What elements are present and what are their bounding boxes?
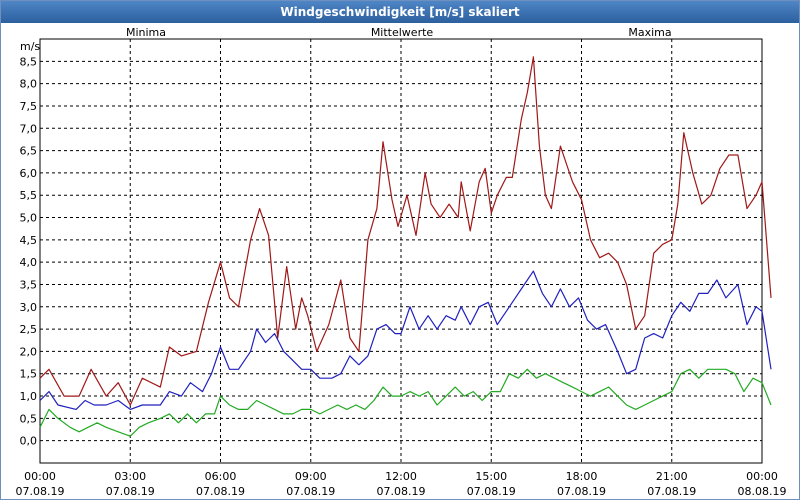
x-tick-date: 07.08.19	[557, 485, 606, 498]
y-tick-label: 6,0	[20, 167, 38, 180]
y-tick-label: 8,0	[20, 78, 38, 91]
x-tick-time: 15:00	[475, 470, 507, 483]
x-tick-time: 00:00	[24, 470, 56, 483]
x-tick-date: 07.08.19	[377, 485, 426, 498]
legend-item-maxima: Maxima	[628, 26, 671, 39]
x-tick-date: 07.08.19	[647, 485, 696, 498]
y-axis-labels: 0,0 0,5 1,0 1,5 2,0 2,5 3,0 3,5 4,0 4,5 5,0 5,5 6,0 6…	[20, 55, 38, 447]
x-tick-date: 07.08.19	[286, 485, 335, 498]
y-tick-label: 2,0	[20, 345, 38, 358]
grid	[40, 39, 762, 463]
y-tick-label: 1,0	[20, 390, 38, 403]
y-tick-label: 5,5	[20, 189, 38, 202]
x-tick-time: 18:00	[566, 470, 598, 483]
y-tick-label: 5,0	[20, 212, 38, 225]
x-tick-time: 21:00	[656, 470, 688, 483]
y-tick-label: 0,0	[20, 435, 38, 448]
x-tick-time: 12:00	[385, 470, 417, 483]
x-tick-time: 00:00	[746, 470, 778, 483]
x-tick-time: 03:00	[114, 470, 146, 483]
chart-title: Windgeschwindigkeit [m/s] skaliert	[1, 1, 799, 23]
x-tick-date: 07.08.19	[467, 485, 516, 498]
x-tick-date: 08.08.19	[738, 485, 787, 498]
y-axis-unit: m/s	[20, 40, 40, 53]
legend-item-minima: Minima	[126, 26, 166, 39]
x-tick-date: 07.08.19	[106, 485, 155, 498]
series-line-mittelwerte	[39, 270, 772, 410]
series-lines	[39, 56, 772, 437]
x-tick-date: 07.08.19	[196, 485, 245, 498]
y-tick-label: 6,5	[20, 145, 38, 158]
x-tick-time: 06:00	[205, 470, 237, 483]
legend-item-mittelwerte: Mittelwerte	[371, 26, 434, 39]
y-tick-label: 8,5	[20, 55, 38, 68]
y-tick-label: 4,0	[20, 256, 38, 269]
y-tick-label: 0,5	[20, 412, 38, 425]
y-tick-label: 2,5	[20, 323, 38, 336]
y-tick-label: 3,0	[20, 301, 38, 314]
x-tick-time: 09:00	[295, 470, 327, 483]
y-tick-label: 4,5	[20, 234, 38, 247]
y-tick-label: 1,5	[20, 368, 38, 381]
x-tick-date: 07.08.19	[16, 485, 65, 498]
y-tick-label: 7,0	[20, 122, 38, 135]
y-tick-label: 3,5	[20, 278, 38, 291]
x-axis-labels: 00:00 07.08.19 03:00 07.08.19 06:00 07.08.19 0…	[16, 470, 787, 498]
legend: Minima Mittelwerte Maxima	[126, 26, 672, 39]
y-tick-label: 7,5	[20, 100, 38, 113]
series-line-minima	[39, 368, 772, 437]
series-line-maxima	[39, 56, 772, 406]
